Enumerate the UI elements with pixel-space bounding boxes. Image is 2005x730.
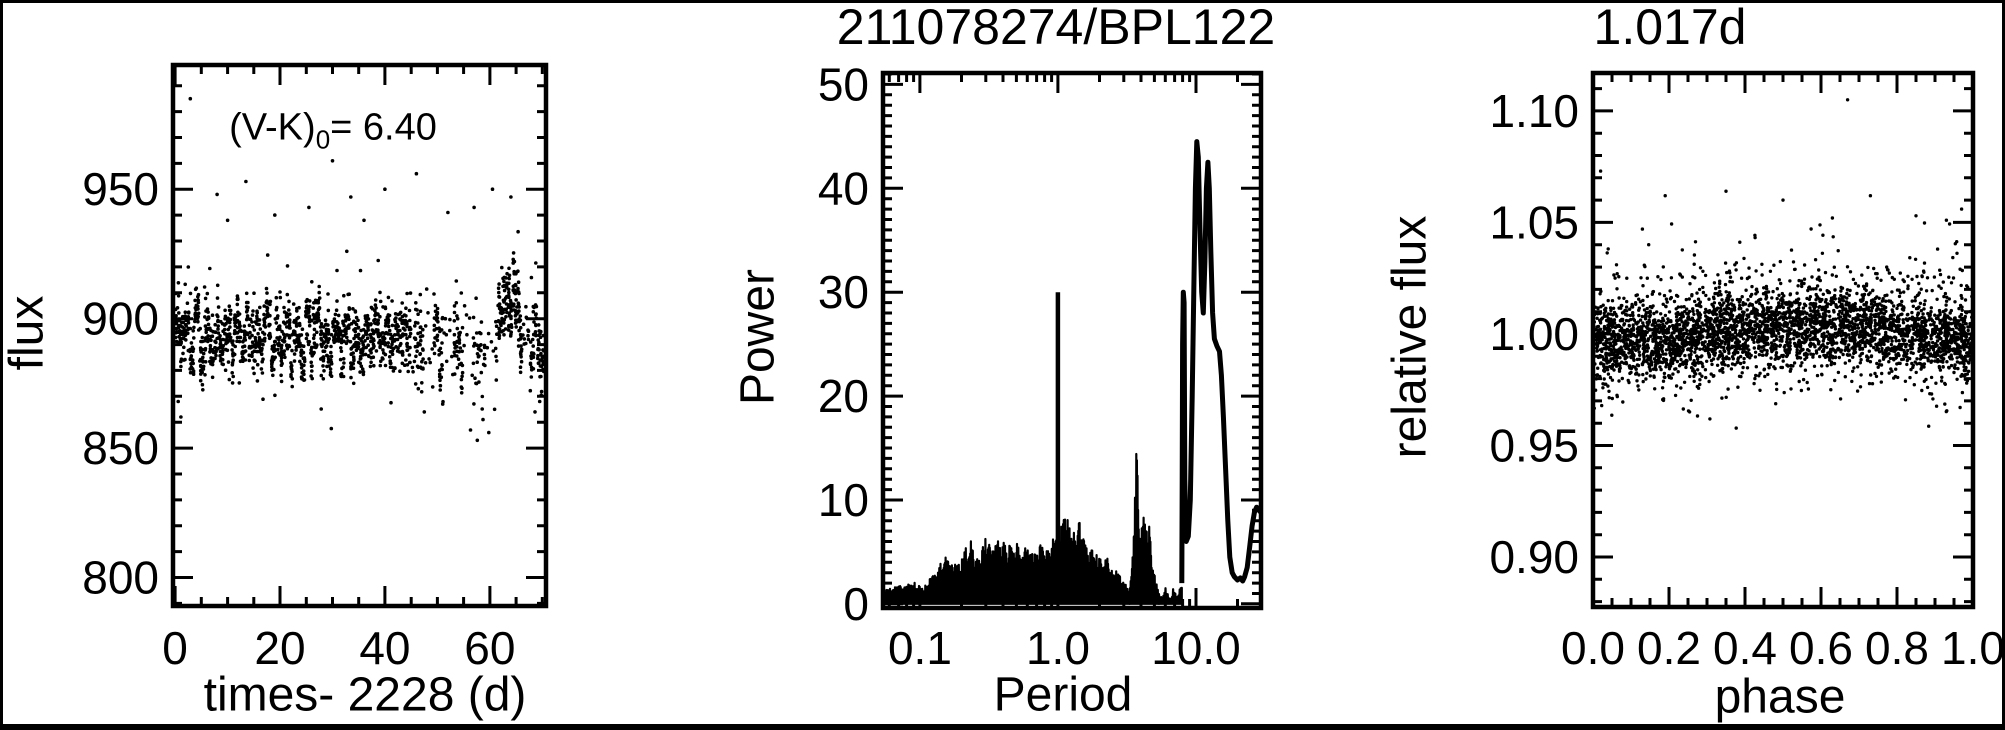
periodogram-noise — [883, 518, 1131, 605]
x-tick-label: 0.0 — [1561, 622, 1625, 674]
y-tick-label: 850 — [82, 422, 159, 474]
color-annotation-subscript: 0 — [315, 124, 331, 155]
x-tick-label: 0.8 — [1865, 622, 1929, 674]
power-axis-title: Power — [731, 268, 785, 406]
plot-box — [880, 70, 1264, 611]
plot-box — [170, 62, 549, 609]
axis-ticks — [883, 72, 1261, 608]
y-tick-label: 950 — [82, 163, 159, 215]
x-tick-label: 40 — [359, 622, 410, 674]
plot-box — [1590, 70, 1976, 610]
x-tick-label: 0.2 — [1637, 622, 1701, 674]
light-curve-points — [173, 96, 546, 443]
y-tick-label: 0 — [843, 578, 869, 630]
color-annotation: (V-K)0= 6.40 — [229, 107, 437, 156]
y-tick-label: 40 — [818, 162, 869, 214]
y-tick-label: 1.00 — [1489, 308, 1579, 360]
y-tick-label: 1.05 — [1489, 196, 1579, 248]
periodogram-main-peaks — [1179, 139, 1261, 584]
x-tick-label: 0.4 — [1713, 622, 1777, 674]
time-axis-title: times- 2228 (d) — [203, 668, 527, 722]
x-tick-label: 20 — [254, 622, 305, 674]
color-annotation-value: = 6.40 — [330, 106, 437, 149]
phase-axis-title: phase — [1714, 670, 1846, 724]
y-tick-label: 20 — [818, 370, 869, 422]
y-tick-label: 800 — [82, 552, 159, 604]
flux-axis-title: flux — [0, 295, 54, 371]
y-tick-label: 50 — [818, 58, 869, 110]
y-tick-label: 0.95 — [1489, 420, 1579, 472]
color-annotation-prefix: (V-K) — [229, 106, 316, 149]
y-tick-label: 10 — [818, 474, 869, 526]
x-tick-label: 60 — [464, 622, 515, 674]
x-tick-label: 10.0 — [1151, 622, 1241, 674]
y-tick-label: 0.90 — [1489, 531, 1579, 583]
y-tick-label: 1.10 — [1489, 85, 1579, 137]
y-tick-label: 900 — [82, 293, 159, 345]
x-tick-label: 1.0 — [1026, 622, 1090, 674]
periodogram-low-region — [1157, 586, 1183, 605]
periodogram-title: 211078274/BPL122 — [836, 0, 1276, 55]
x-tick-label: 0.1 — [888, 622, 952, 674]
period-axis-title: Period — [993, 668, 1133, 722]
x-tick-label: 0 — [162, 622, 188, 674]
chart-svg: 0 20 40 60 950 900 850 800 0.1 1.0 10.0 50 40 30 20 10 0… — [82, 58, 2002, 674]
x-tick-label: 1.0 — [1941, 622, 2002, 674]
phased-points — [1593, 98, 1973, 430]
y-tick-label: 30 — [818, 266, 869, 318]
period-value-title: 1.017d — [1593, 0, 1747, 55]
periodogram-cluster — [1128, 452, 1161, 605]
relative-flux-axis-title: relative flux — [1383, 215, 1437, 459]
x-tick-label: 0.6 — [1789, 622, 1853, 674]
